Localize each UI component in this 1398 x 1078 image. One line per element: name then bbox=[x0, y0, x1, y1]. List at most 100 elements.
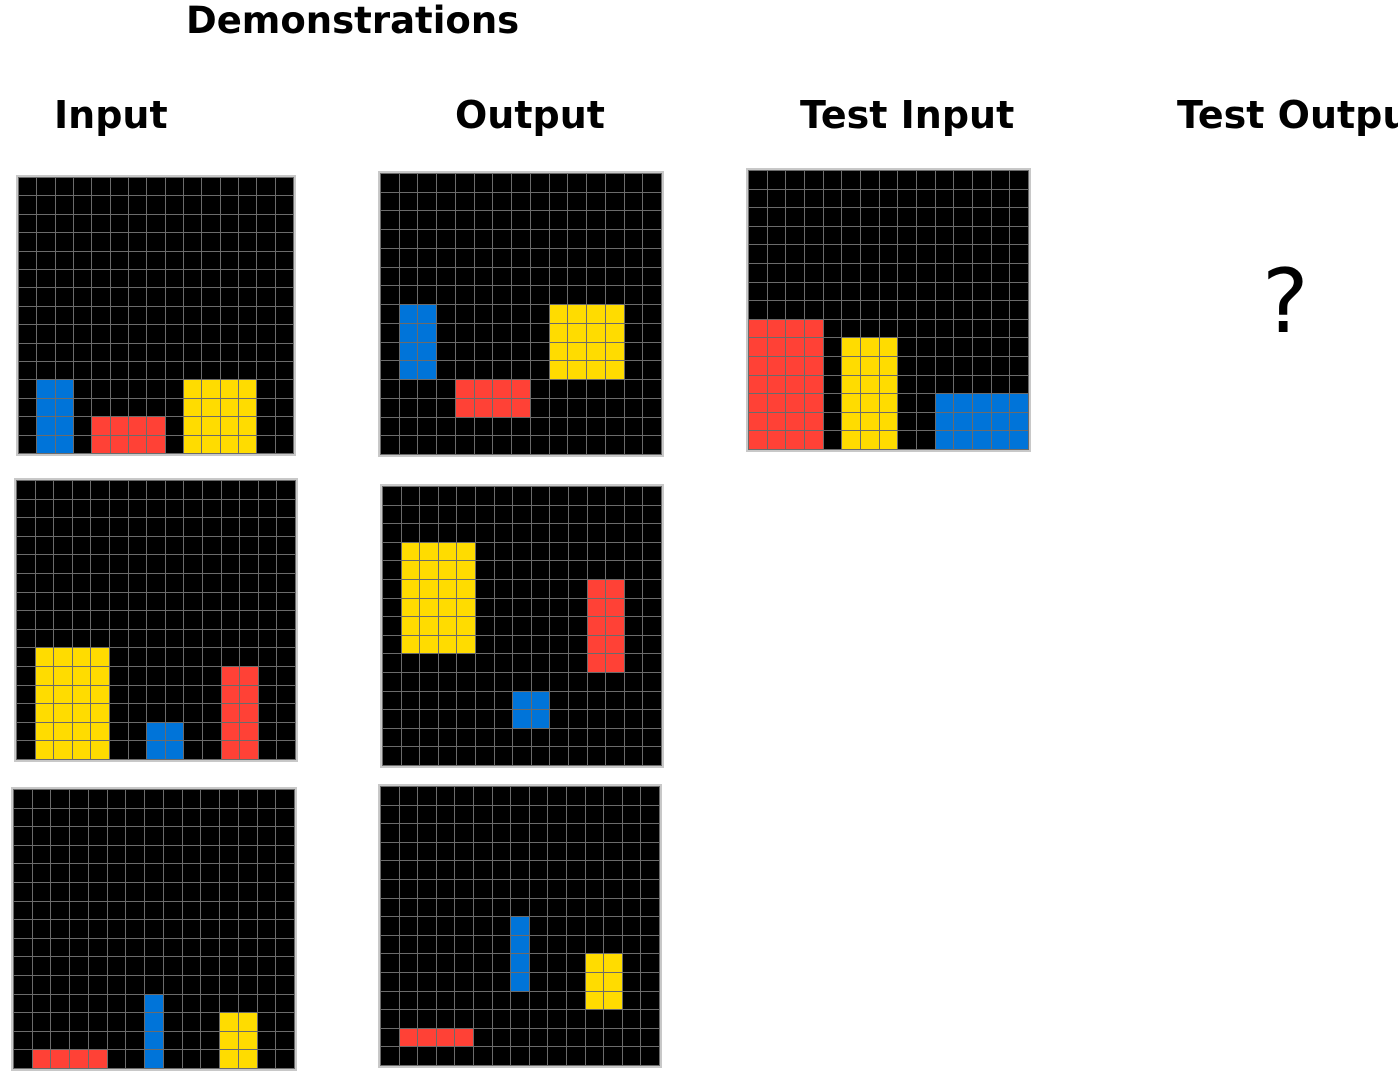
grid-cell bbox=[107, 1013, 126, 1031]
grid-cell bbox=[954, 412, 972, 431]
grid-cell bbox=[257, 288, 275, 306]
grid-cell bbox=[399, 917, 418, 935]
grid-cell bbox=[476, 691, 494, 710]
grid-cell bbox=[531, 635, 550, 654]
grid-cell bbox=[17, 499, 35, 518]
grid-cell bbox=[749, 338, 767, 356]
grid-cell bbox=[643, 342, 661, 361]
grid-cell bbox=[92, 417, 110, 435]
grid-cell bbox=[513, 728, 531, 747]
grid-cell bbox=[842, 394, 860, 412]
grid-cell bbox=[531, 617, 550, 635]
grid-cell bbox=[767, 431, 786, 449]
grid-cell bbox=[420, 598, 438, 617]
grid-cell bbox=[548, 898, 566, 917]
grid-cell bbox=[418, 880, 436, 898]
grid-cell bbox=[569, 654, 587, 672]
grid-cell bbox=[587, 673, 606, 691]
grid-cell bbox=[74, 233, 92, 251]
grid-cell bbox=[879, 208, 898, 226]
grid-cell bbox=[550, 487, 568, 505]
grid-cell bbox=[457, 561, 475, 579]
grid-cell bbox=[474, 805, 492, 824]
grid-cell bbox=[32, 994, 51, 1013]
grid-cell bbox=[14, 976, 32, 994]
grid-cell bbox=[381, 323, 399, 342]
grid-cell bbox=[606, 542, 624, 561]
grid-cell bbox=[605, 436, 624, 454]
grid-cell bbox=[203, 704, 221, 722]
grid-cell bbox=[184, 233, 202, 251]
grid-cell bbox=[37, 380, 55, 398]
grid-cell bbox=[88, 827, 107, 845]
grid-cell bbox=[991, 208, 1010, 226]
grid-cell bbox=[55, 398, 73, 417]
grid-cell bbox=[165, 741, 184, 759]
grid-cell bbox=[643, 710, 661, 728]
grid-cell bbox=[54, 629, 72, 648]
grid-cell bbox=[972, 245, 991, 263]
grid-cell bbox=[549, 342, 568, 361]
grid-cell bbox=[438, 487, 457, 505]
grid-cell bbox=[587, 487, 606, 505]
grid-cell bbox=[165, 536, 184, 555]
grid-cell bbox=[568, 323, 587, 342]
grid-cell bbox=[147, 398, 165, 417]
grid-cell bbox=[381, 192, 399, 211]
grid-cell bbox=[145, 827, 163, 845]
grid-cell bbox=[276, 1013, 294, 1031]
grid-cell bbox=[91, 704, 109, 722]
grid-cell bbox=[457, 617, 475, 635]
grid-cell bbox=[622, 787, 641, 805]
grid-cell bbox=[277, 629, 295, 648]
grid-cell bbox=[14, 920, 32, 938]
grid-cell bbox=[129, 214, 147, 233]
grid-cell bbox=[19, 435, 37, 453]
grid-cell bbox=[879, 264, 898, 282]
grid-cell bbox=[823, 319, 842, 338]
grid-cell bbox=[383, 654, 401, 672]
grid-cell bbox=[202, 398, 220, 417]
grid-cell bbox=[624, 580, 643, 598]
grid-cell bbox=[767, 264, 786, 282]
grid-cell bbox=[494, 673, 513, 691]
grid-cell bbox=[110, 685, 128, 704]
grid-cell bbox=[257, 845, 276, 864]
grid-cell bbox=[494, 747, 513, 765]
grid-cell bbox=[128, 704, 147, 722]
grid-cell bbox=[418, 380, 437, 398]
grid-cell bbox=[604, 880, 622, 898]
grid-cell bbox=[898, 189, 916, 208]
grid-cell bbox=[624, 436, 643, 454]
grid-cell bbox=[842, 319, 860, 338]
grid-cell bbox=[201, 938, 220, 957]
grid-cell bbox=[550, 673, 568, 691]
grid-cell bbox=[35, 499, 54, 518]
grid-cell bbox=[455, 267, 474, 286]
grid-cell bbox=[165, 288, 183, 306]
grid-cell bbox=[110, 667, 128, 685]
grid-cell bbox=[529, 917, 548, 935]
grid-cell bbox=[529, 1028, 548, 1047]
grid-cell bbox=[641, 935, 659, 954]
grid-cell bbox=[587, 747, 606, 765]
grid-cell bbox=[1010, 171, 1028, 189]
grid-cell bbox=[147, 361, 165, 380]
grid-cell bbox=[437, 398, 455, 417]
grid-cell bbox=[455, 286, 474, 305]
grid-cell bbox=[258, 536, 277, 555]
grid-cell bbox=[418, 417, 437, 436]
grid-cell bbox=[257, 417, 275, 435]
grid-cell bbox=[972, 357, 991, 375]
grid-cell bbox=[622, 973, 641, 991]
grid-cell bbox=[145, 790, 163, 808]
grid-cell bbox=[257, 1031, 276, 1050]
grid-cell bbox=[184, 648, 202, 666]
grid-cell bbox=[436, 805, 455, 824]
grid-cell bbox=[606, 635, 624, 654]
grid-cell bbox=[1010, 189, 1028, 208]
grid-cell bbox=[275, 269, 293, 288]
grid-cell bbox=[624, 174, 643, 192]
grid-cell bbox=[587, 505, 606, 524]
grid-cell bbox=[221, 667, 240, 685]
